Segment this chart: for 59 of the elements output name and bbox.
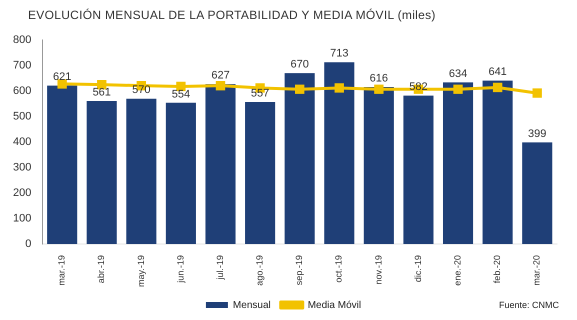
x-tick-label: mar.-20: [532, 255, 542, 286]
x-tick-label: abr.-19: [96, 255, 106, 284]
legend-label: Media Móvil: [308, 300, 362, 311]
data-label: 557: [250, 88, 270, 100]
bar: [86, 100, 117, 244]
data-label: 616: [370, 72, 388, 84]
x-tick-label: oct.-19: [334, 255, 344, 283]
chart-title: EVOLUCIÓN MENSUAL DE LA PORTABILIDAD Y MEDIA MÓVIL (miles): [28, 8, 436, 22]
bar: [284, 73, 315, 244]
y-tick-label: 400: [12, 136, 32, 148]
data-label: 670: [290, 58, 309, 71]
y-tick-label: 600: [12, 85, 32, 98]
bar: [482, 80, 513, 244]
point: [453, 84, 463, 94]
y-tick-label: 800: [12, 34, 32, 46]
bar: [47, 86, 78, 244]
point: [334, 83, 344, 93]
data-label: 561: [92, 86, 111, 99]
bar: [522, 142, 552, 244]
x-tick-label: ene.-20: [452, 255, 463, 286]
x-tick-label: jun.-19: [175, 255, 186, 284]
data-label: 582: [409, 81, 428, 94]
source-note: Fuente: CNMC: [498, 300, 559, 310]
data-label: 570: [132, 84, 151, 96]
legend-label: Mensual: [232, 300, 271, 311]
x-tick-label: nov.-19: [373, 255, 384, 285]
x-tick-label: dic.-19: [412, 255, 423, 282]
data-label: 634: [448, 68, 468, 80]
data-label: 641: [488, 66, 507, 78]
y-tick-label: 0: [25, 238, 32, 250]
x-tick-label: feb.-20: [492, 255, 502, 284]
data-label: 554: [172, 88, 190, 100]
bar: [166, 102, 196, 244]
bar: [403, 96, 434, 244]
data-label: 627: [211, 70, 230, 82]
y-tick-label: 500: [12, 110, 32, 123]
point: [294, 84, 304, 94]
point: [216, 81, 226, 90]
bar: [364, 86, 394, 244]
bar: [324, 62, 354, 244]
data-label: 621: [52, 71, 72, 84]
x-tick-label: jul.-19: [214, 255, 225, 281]
y-tick-label: 700: [12, 60, 32, 72]
x-tick-label: ago.-19: [254, 255, 265, 286]
bar: [442, 82, 474, 244]
data-label: 713: [330, 48, 348, 60]
x-tick-label: mar.-19: [56, 255, 67, 286]
bar: [126, 98, 156, 244]
bar: [245, 102, 276, 244]
y-tick-label: 100: [12, 212, 32, 225]
point: [374, 84, 384, 94]
x-tick-label: sep.-19: [294, 255, 304, 286]
y-tick-label: 200: [12, 187, 32, 200]
bar: [205, 84, 236, 244]
y-tick-label: 300: [12, 162, 32, 174]
point: [492, 82, 502, 92]
point: [532, 88, 542, 98]
x-tick-label: may.-19: [136, 255, 146, 287]
data-label: 399: [528, 128, 546, 140]
